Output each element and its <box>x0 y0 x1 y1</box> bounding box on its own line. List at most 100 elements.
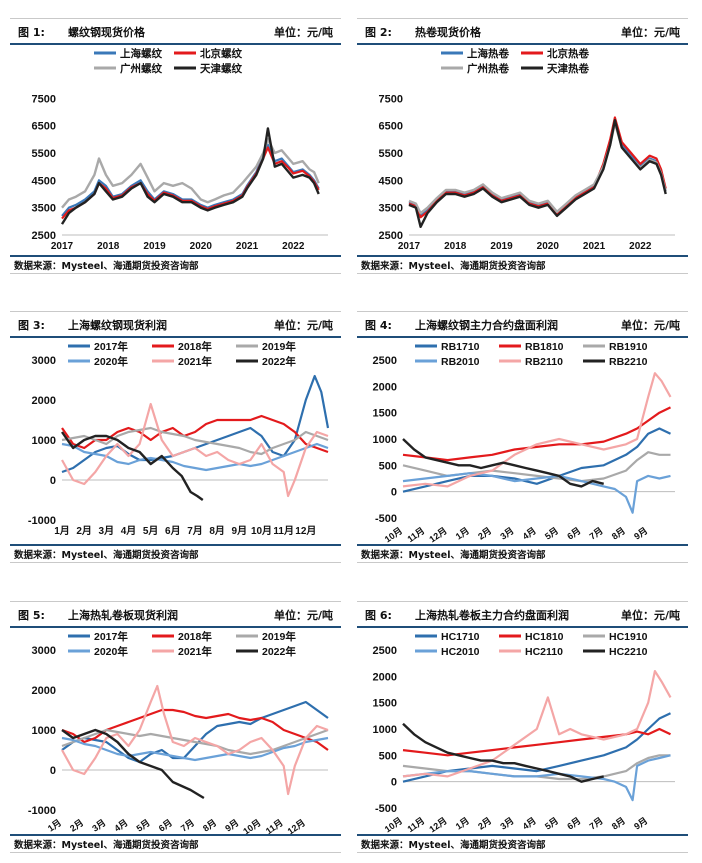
series-line <box>402 406 671 462</box>
series-line <box>61 700 329 764</box>
series-line <box>402 670 672 778</box>
source-note: 数据来源：Mysteel、海通期货投资咨询部 <box>361 550 546 561</box>
figure-label: 图 5: <box>18 609 45 622</box>
x-tick-label: 5月 <box>543 815 560 831</box>
x-tick-label: 8月 <box>610 525 627 541</box>
x-tick-label: 2021 <box>583 241 606 252</box>
y-tick-label: 1500 <box>373 408 397 420</box>
x-tick-label: 8月 <box>610 815 627 831</box>
series-line <box>408 119 667 217</box>
x-tick-label: 8月 <box>201 817 218 833</box>
y-tick-label: 3500 <box>379 203 403 215</box>
x-tick-label: 1月 <box>46 817 63 833</box>
x-tick-label: 2月 <box>476 815 493 831</box>
legend-label: 天津螺纹 <box>200 62 242 75</box>
series-line <box>61 728 205 800</box>
x-tick-label: 9月 <box>632 525 649 541</box>
y-tick-label: 2000 <box>373 671 397 683</box>
x-tick-label: 4月 <box>521 815 538 831</box>
legend-label: HC2210 <box>609 646 648 658</box>
legend-label: 广州热卷 <box>467 62 509 75</box>
panel-6: 图 6: 上海热轧卷板主力合约盘面利润 单位：元/吨 2500 2000 1500 1… <box>357 601 688 853</box>
x-tick-label: 3月 <box>90 817 107 833</box>
y-tick-label: 1000 <box>32 725 56 737</box>
legend-label: 2017年 <box>94 630 128 643</box>
series-line <box>402 438 604 488</box>
legend-label: 2018年 <box>178 630 212 643</box>
legend-label: HC1810 <box>525 631 564 643</box>
series-line <box>402 722 604 783</box>
unit-label: 单位：元/吨 <box>620 609 680 622</box>
x-tick-label: 7月 <box>179 817 196 833</box>
panel-5-source-bar: 数据来源：Mysteel、海通期货投资咨询部 <box>10 834 341 853</box>
panel-2-source-bar: 数据来源：Mysteel、海通期货投资咨询部 <box>357 255 688 274</box>
legend-label: RB1810 <box>525 341 564 353</box>
y-tick-label: 2500 <box>379 230 403 242</box>
legend-label: 2019年 <box>262 340 296 353</box>
y-tick-label: 1000 <box>32 435 56 447</box>
y-tick-label: 500 <box>379 750 397 762</box>
y-tick-label: 0 <box>391 777 397 789</box>
panel-2: 图 2: 热卷现货价格 单位：元/吨 7500 6500 5500 4500 3500 2… <box>357 18 688 274</box>
series-line <box>61 138 320 209</box>
x-tick-label: 2017 <box>398 241 421 252</box>
y-tick-label: 1000 <box>373 724 397 736</box>
x-tick-label: 1月 <box>454 815 471 831</box>
y-tick-label: 500 <box>379 460 397 472</box>
unit-label: 单位：元/吨 <box>273 26 333 39</box>
series-line <box>61 414 329 454</box>
x-tick-label: 2020 <box>537 241 560 252</box>
legend-label: 2021年 <box>178 645 212 658</box>
legend-label: RB1910 <box>609 341 648 353</box>
panel-3-title-bar: 图 3: 上海螺纹钢现货利润 单位：元/吨 <box>10 311 341 338</box>
x-tick-label: 3月 <box>99 525 115 537</box>
x-tick-label: 5月 <box>143 525 159 537</box>
unit-label: 单位：元/吨 <box>620 26 680 39</box>
chart-title: 螺纹钢现货价格 <box>68 26 145 39</box>
legend-label: RB2010 <box>441 356 480 368</box>
legend-label: 上海热卷 <box>467 47 509 60</box>
legend-label: 2022年 <box>262 645 296 658</box>
panel-5: 图 5: 上海热轧卷板现货利润 单位：元/吨 3000 2000 1000 0 -100… <box>10 601 341 853</box>
panel-2-title-bar: 图 2: 热卷现货价格 单位：元/吨 <box>357 18 688 45</box>
x-tick-label: 5月 <box>543 525 560 541</box>
legend-label: 天津热卷 <box>547 62 589 75</box>
legend-label: 广州螺纹 <box>120 62 162 75</box>
series-line <box>61 431 204 501</box>
x-tick-label: 12月 <box>427 815 448 834</box>
series-line <box>402 372 672 488</box>
legend-label: 2018年 <box>178 340 212 353</box>
y-tick-label: 6500 <box>379 121 403 133</box>
legend-label: HC2010 <box>441 646 480 658</box>
y-tick-label: 2500 <box>373 645 397 657</box>
y-tick-label: 0 <box>50 475 56 487</box>
x-tick-label: 2月 <box>476 525 493 541</box>
x-tick-label: 2017 <box>51 241 74 252</box>
x-tick-label: 12月 <box>295 525 316 537</box>
series-line <box>61 374 330 474</box>
y-tick-label: 2000 <box>32 685 56 697</box>
legend-label: 2020年 <box>94 645 128 658</box>
legend-label: 北京螺纹 <box>200 47 242 60</box>
x-tick-label: 8月 <box>209 525 225 537</box>
panel-4: 图 4: 上海螺纹钢主力合约盘面利润 单位：元/吨 2500 2000 1500 10… <box>357 311 688 563</box>
unit-label: 单位：元/吨 <box>273 609 333 622</box>
panel-1-title-bar: 图 1: 螺纹钢现货价格 单位：元/吨 <box>10 18 341 45</box>
x-tick-label: 12月 <box>427 525 448 544</box>
legend-label: 2019年 <box>262 630 296 643</box>
y-tick-label: 7500 <box>379 93 403 105</box>
x-tick-label: 2019 <box>490 241 513 252</box>
x-tick-label: 6月 <box>565 815 582 831</box>
source-note: 数据来源：Mysteel、海通期货投资咨询部 <box>14 261 199 272</box>
y-tick-label: 7500 <box>32 93 56 105</box>
y-tick-label: 5500 <box>379 148 403 160</box>
x-tick-label: 6月 <box>565 525 582 541</box>
x-tick-label: 10月 <box>251 525 272 537</box>
panel-6-title-bar: 图 6: 上海热轧卷板主力合约盘面利润 单位：元/吨 <box>357 601 688 628</box>
x-tick-label: 11月 <box>406 815 427 834</box>
chart-title: 上海螺纹钢主力合约盘面利润 <box>415 319 558 332</box>
x-tick-label: 1月 <box>54 525 70 537</box>
